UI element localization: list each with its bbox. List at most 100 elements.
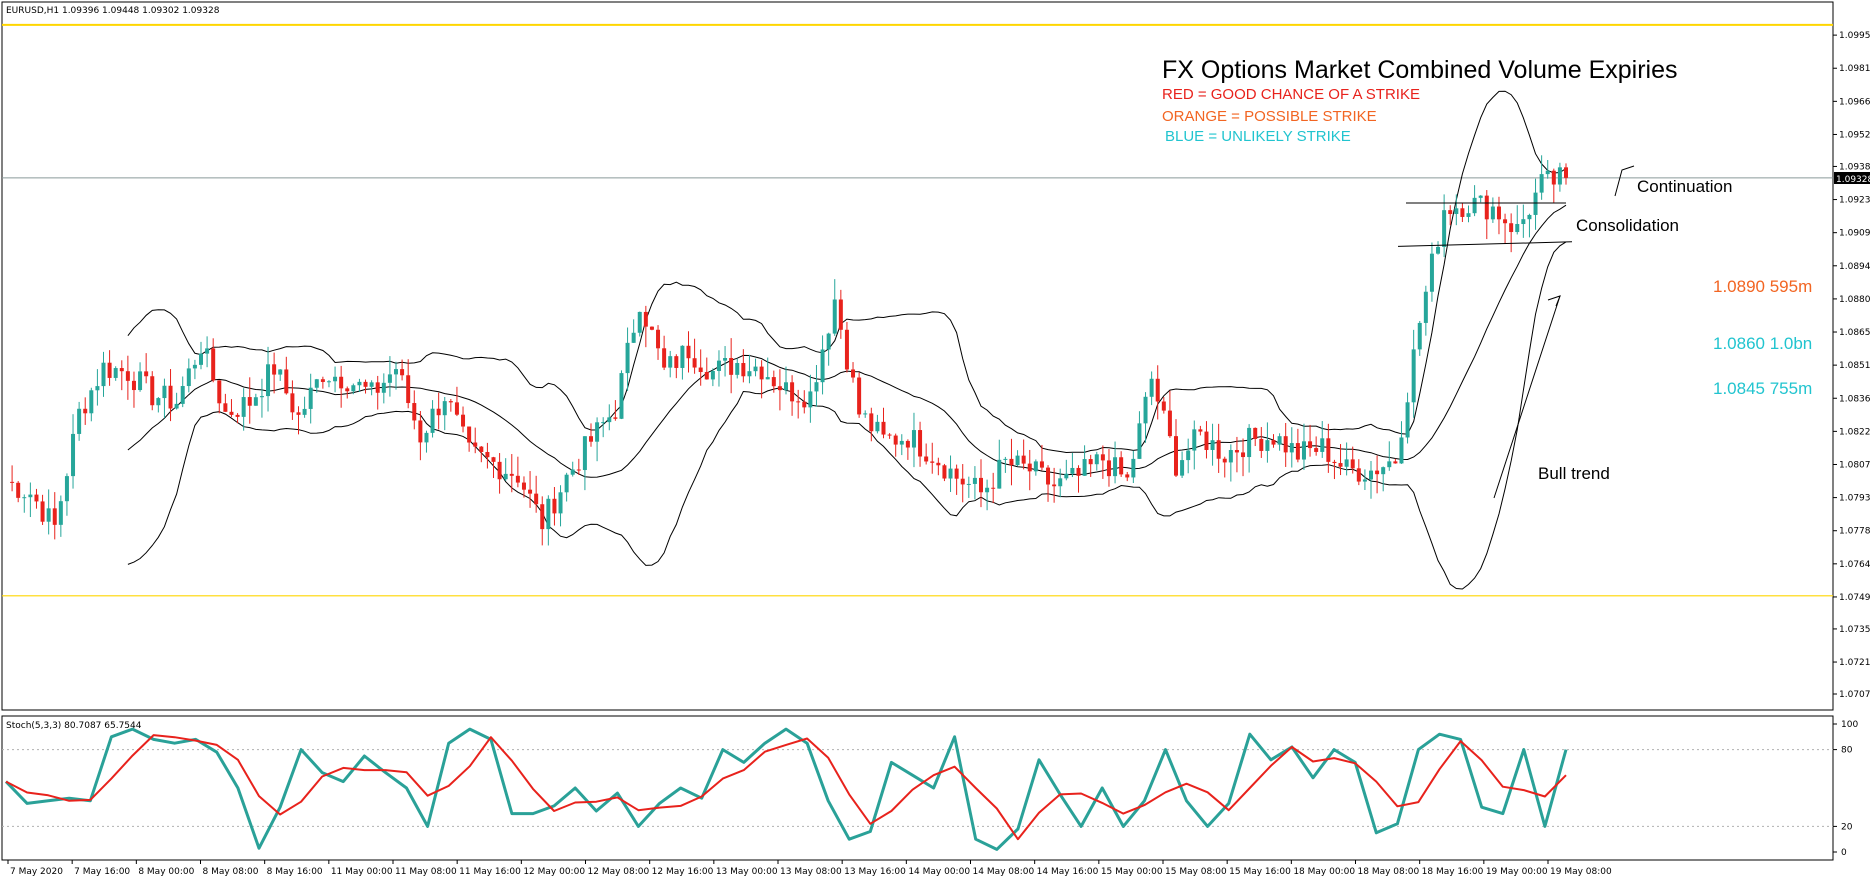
candle-body	[241, 397, 246, 417]
candle-body	[223, 403, 228, 412]
candle-body	[326, 381, 331, 383]
candle-body	[387, 374, 392, 383]
main-chart-frame	[1, 1, 1834, 711]
x-tick-label: 11 May 16:00	[459, 867, 521, 877]
candle-body	[771, 377, 776, 387]
candle-body	[485, 451, 490, 458]
y-tick-label: 1.09810	[1839, 64, 1870, 74]
candle-body	[680, 345, 685, 368]
candle-body	[1210, 440, 1215, 450]
candle-body	[808, 391, 813, 408]
candle-body	[1521, 219, 1526, 225]
candle-body	[1472, 197, 1477, 214]
candle-body	[954, 468, 959, 479]
candle-body	[1411, 349, 1416, 403]
candle-body	[1228, 450, 1233, 463]
candle-body	[1338, 463, 1343, 467]
candle-body	[704, 372, 709, 380]
candle-body	[1405, 402, 1410, 438]
x-tick-label: 7 May 16:00	[74, 867, 130, 877]
x-tick-label: 18 May 08:00	[1358, 867, 1420, 877]
candle-body	[77, 408, 82, 434]
y-tick-label: 1.08800	[1839, 295, 1870, 305]
x-tick-label: 14 May 16:00	[1037, 867, 1099, 877]
x-tick-label: 11 May 00:00	[331, 867, 393, 877]
stoch-label: Stoch(5,3,3) 80.7087 65.7544	[6, 721, 142, 731]
candle-body	[1436, 246, 1441, 254]
continuation-arrow	[1614, 165, 1635, 197]
candle-body	[1375, 470, 1380, 475]
candle-body	[1052, 484, 1057, 487]
candle-body	[186, 368, 191, 387]
candle-body	[1198, 429, 1203, 432]
candle-body	[430, 408, 435, 433]
candle-body	[1320, 438, 1325, 452]
candle-body	[1125, 474, 1130, 478]
candle-body	[1356, 468, 1361, 482]
candle-body	[637, 311, 642, 333]
y-tick-label: 1.09665	[1839, 97, 1870, 107]
candle-body	[235, 414, 240, 417]
candle-body	[1180, 460, 1185, 476]
candle-body	[723, 358, 728, 361]
candle-body	[540, 504, 545, 530]
candle-body	[741, 363, 746, 377]
y-tick-label: 1.08365	[1839, 394, 1870, 404]
candle-body	[631, 332, 636, 343]
candle-body	[363, 381, 368, 387]
candle-body	[308, 387, 313, 409]
x-tick-label: 19 May 08:00	[1550, 867, 1612, 877]
stoch-main-line	[4, 727, 1568, 851]
candle-body	[997, 459, 1002, 489]
y-tick-label: 1.08220	[1839, 427, 1870, 437]
stoch-y-tick-label: 80	[1841, 746, 1853, 756]
candle-body	[960, 478, 965, 485]
candle-body	[918, 430, 923, 457]
candle-body	[1369, 470, 1373, 480]
x-tick-label: 15 May 16:00	[1229, 867, 1291, 877]
candle-body	[284, 369, 289, 394]
candle-body	[144, 371, 149, 377]
x-tick-label: 12 May 00:00	[523, 867, 585, 877]
y-tick-label: 1.07210	[1839, 658, 1870, 668]
candle-body	[570, 469, 575, 475]
candle-body	[229, 411, 234, 415]
candle-body	[253, 397, 258, 406]
candle-body	[1033, 461, 1038, 472]
y-tick-label: 1.07640	[1839, 560, 1870, 570]
candle-body	[83, 408, 88, 414]
current-price-text: 1.09328	[1836, 175, 1870, 185]
strike-1-label: 1.0890 595m	[1713, 277, 1812, 296]
candle-body	[1265, 440, 1270, 451]
candle-body	[1308, 441, 1313, 449]
candle-body	[832, 299, 837, 334]
candle-body	[1216, 440, 1221, 459]
candle-body	[461, 414, 466, 427]
y-tick-label: 1.09520	[1839, 130, 1870, 140]
candle-body	[1253, 427, 1258, 439]
candle-body	[875, 421, 880, 432]
candle-body	[942, 465, 947, 479]
candle-body	[497, 461, 502, 480]
candle-body	[369, 382, 374, 387]
candle-body	[150, 376, 155, 406]
legend-blue: BLUE = UNLIKELY STRIKE	[1165, 128, 1351, 145]
candle-body	[1161, 401, 1166, 411]
candle-body	[784, 382, 788, 391]
candle-body	[205, 348, 210, 354]
candle-body	[826, 333, 831, 350]
candle-body	[436, 408, 441, 416]
candle-body	[28, 494, 33, 498]
candle-body	[479, 446, 484, 452]
candle-body	[314, 379, 319, 388]
candle-body	[656, 329, 661, 349]
candle-body	[1301, 441, 1306, 460]
candle-body	[211, 348, 216, 381]
candle-body	[911, 430, 916, 448]
candle-body	[1259, 438, 1264, 451]
candle-body	[1167, 410, 1172, 437]
candle-body	[1174, 436, 1178, 476]
bollinger-upper	[127, 90, 1567, 454]
candle-body	[1247, 427, 1252, 458]
